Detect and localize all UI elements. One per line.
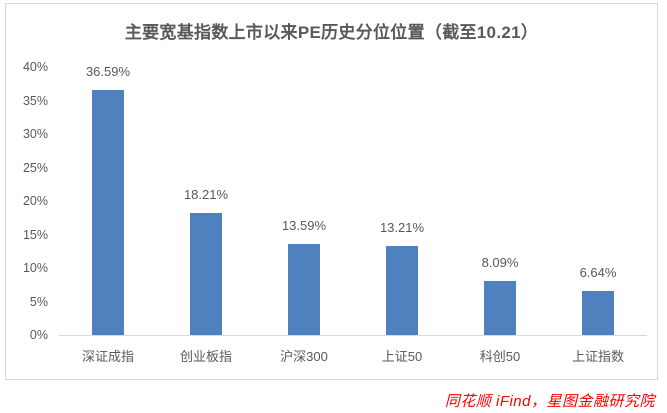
y-axis-tick-label: 20% (22, 194, 48, 208)
y-axis-tick-label: 35% (22, 93, 48, 108)
x-axis-category-label: 创业板指 (179, 349, 232, 364)
bar-value-label: 8.09% (481, 255, 519, 270)
chart-bar (288, 244, 320, 335)
data-source-note: 同花顺 iFind，星图金融研究院 (444, 393, 655, 410)
x-axis-category-label: 科创50 (479, 349, 521, 364)
chart-bar (92, 90, 124, 335)
x-axis-category-label: 沪深300 (280, 349, 328, 364)
y-axis-tick-label: 10% (22, 261, 48, 275)
x-axis-line (59, 335, 647, 336)
bar-value-label: 13.21% (379, 220, 425, 235)
chart-bar (582, 291, 614, 335)
chart-bar (190, 213, 222, 335)
chart-panel: 主要宽基指数上市以来PE历史分位位置（截至10.21） 40% 35% 30% 25%… (5, 3, 658, 380)
chart-bar (484, 281, 516, 335)
x-axis-category-label: 上证50 (381, 349, 423, 364)
y-axis-tick-label: 25% (22, 160, 48, 175)
y-axis-tick-label: 0% (29, 328, 48, 342)
bar-value-label: 18.21% (183, 187, 229, 202)
bar-value-label: 36.59% (85, 64, 131, 79)
bar-value-label: 13.59% (281, 218, 327, 233)
y-axis-tick-label: 30% (22, 127, 48, 141)
chart-bar (386, 246, 418, 335)
bar-value-label: 6.64% (579, 265, 617, 280)
y-axis-tick-label: 40% (22, 60, 48, 74)
x-axis-category-label: 深证成指 (81, 349, 134, 364)
x-axis-category-label: 上证指数 (571, 349, 624, 364)
chart-title: 主要宽基指数上市以来PE历史分位位置（截至10.21） (124, 23, 539, 42)
plot-area: 40% 35% 30% 25% 20% 15% 10% 5% 0% 36.59% 深证成指 18.21… (6, 4, 657, 379)
y-axis-tick-label: 15% (22, 227, 48, 242)
y-axis-tick-label: 5% (29, 294, 48, 309)
